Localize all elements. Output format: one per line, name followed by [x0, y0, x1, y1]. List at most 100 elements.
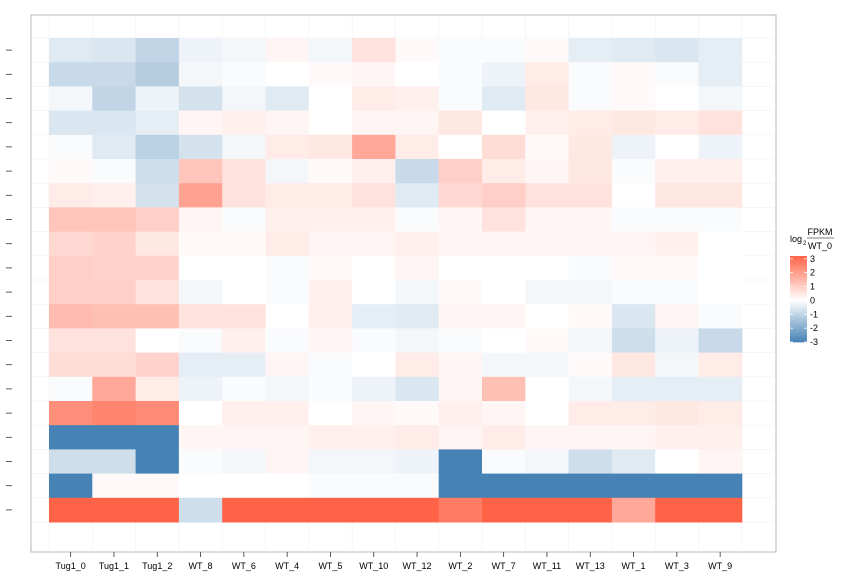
heatmap-cell — [222, 401, 266, 426]
heatmap-cell — [135, 376, 180, 402]
heatmap-cell — [611, 86, 656, 112]
x-tick-label: WT_4 — [275, 561, 299, 571]
heatmap-cell — [438, 376, 483, 402]
heatmap-cell — [178, 473, 223, 499]
heatmap-cell — [438, 304, 483, 329]
heatmap-cell — [698, 280, 743, 305]
legend-colorbar-segment — [790, 286, 807, 289]
heatmap-cell — [438, 401, 483, 426]
heatmap-cell — [438, 473, 483, 499]
heatmap-cell — [178, 86, 223, 112]
heatmap-cell — [438, 280, 483, 305]
heatmap-cell — [178, 62, 223, 87]
heatmap-cell — [92, 376, 137, 402]
heatmap-cell — [222, 328, 266, 354]
legend-colorbar-segment — [790, 337, 807, 341]
x-tick-label: WT_2 — [448, 561, 472, 571]
heatmap-cell — [438, 62, 483, 87]
heatmap-cell — [352, 159, 396, 184]
heatmap-cell — [308, 473, 353, 499]
heatmap-cell — [49, 38, 93, 63]
heatmap-cell — [265, 159, 310, 184]
heatmap-cell — [49, 497, 93, 523]
heatmap-cell — [222, 207, 266, 233]
heatmap-cell — [265, 497, 310, 523]
heatmap-cell — [352, 449, 396, 475]
heatmap-cell — [265, 352, 310, 378]
x-tick-label: WT_5 — [318, 561, 342, 571]
heatmap-cell — [222, 86, 266, 112]
heatmap-cell — [352, 497, 396, 523]
legend-colorbar-segment — [790, 294, 807, 298]
heatmap-cell — [568, 38, 613, 63]
legend-colorbar-segment — [790, 273, 807, 276]
legend-colorbar-segment — [790, 268, 807, 272]
heatmap-cell — [92, 159, 137, 184]
heatmap-cell — [611, 328, 656, 354]
heatmap-cell — [698, 473, 743, 499]
heatmap-cell — [265, 473, 310, 499]
heatmap-cell — [655, 352, 699, 378]
heatmap-cell — [135, 425, 180, 450]
heatmap-cell — [438, 134, 483, 160]
legend-colorbar-segment — [790, 333, 807, 336]
heatmap-cell — [265, 280, 310, 305]
heatmap-cell — [611, 38, 656, 63]
heatmap-cell — [655, 401, 699, 426]
legend-title-prefix: log — [790, 234, 802, 244]
heatmap-cell — [525, 473, 570, 499]
heatmap-cell — [135, 38, 180, 63]
heatmap-cell — [92, 110, 137, 136]
heatmap-cell — [178, 159, 223, 184]
heatmap-cell — [525, 449, 570, 475]
heatmap-cell — [438, 328, 483, 354]
legend-colorbar-segment — [790, 305, 807, 308]
legend-colorbar-segment — [790, 292, 807, 296]
x-tick-label: Tug1_2 — [142, 561, 172, 571]
heatmap-cell — [655, 449, 699, 475]
heatmap-cell — [92, 497, 137, 523]
heatmap-cell — [135, 304, 180, 329]
heatmap-cell — [525, 376, 570, 402]
heatmap-cell — [698, 207, 743, 233]
heatmap-cell — [135, 86, 180, 112]
heatmap-cell — [395, 401, 440, 426]
legend-colorbar-segment — [790, 339, 807, 343]
heatmap-cell — [265, 207, 310, 233]
heatmap-cell — [49, 62, 93, 87]
legend-colorbar-segment — [790, 290, 807, 293]
legend-colorbar-segment — [790, 301, 807, 304]
heatmap-cell — [222, 425, 266, 450]
legend-colorbar-segment — [790, 296, 807, 300]
heatmap-cell — [568, 134, 613, 160]
heatmap-cell — [395, 86, 440, 112]
legend-colorbar-segment — [790, 326, 807, 330]
legend-colorbar-segment — [790, 314, 807, 317]
heatmap-cell — [352, 183, 396, 208]
heatmap-cell — [482, 352, 526, 378]
x-tick-label: WT_10 — [359, 561, 388, 571]
heatmap-cell — [568, 304, 613, 329]
legend-colorbar-segment — [790, 311, 807, 315]
heatmap-cell — [698, 159, 743, 184]
x-axis: Tug1_0 Tug1_1 Tug1_2 WT_8 WT_6 WT_4 WT_5 WT_10 W… — [56, 552, 732, 571]
legend-colorbar-segment — [790, 288, 807, 291]
heatmap-cell — [395, 425, 440, 450]
heatmap-cell — [222, 134, 266, 160]
legend-colorbar-segment — [790, 277, 807, 281]
heatmap-cell — [655, 255, 699, 281]
heatmap-cell — [568, 159, 613, 184]
heatmap-cell — [265, 425, 310, 450]
legend-label: -1 — [810, 309, 818, 319]
heatmap-cell — [135, 449, 180, 475]
heatmap-cell — [308, 401, 353, 426]
heatmap-cell — [49, 183, 93, 208]
heatmap-cell — [395, 304, 440, 329]
heatmap-cell — [438, 86, 483, 112]
heatmap-cell — [438, 497, 483, 523]
heatmap-cell — [92, 86, 137, 112]
heatmap-cell — [222, 497, 266, 523]
heatmap-cell — [525, 425, 570, 450]
heatmap-cell — [525, 38, 570, 63]
heatmap-cell — [222, 376, 266, 402]
